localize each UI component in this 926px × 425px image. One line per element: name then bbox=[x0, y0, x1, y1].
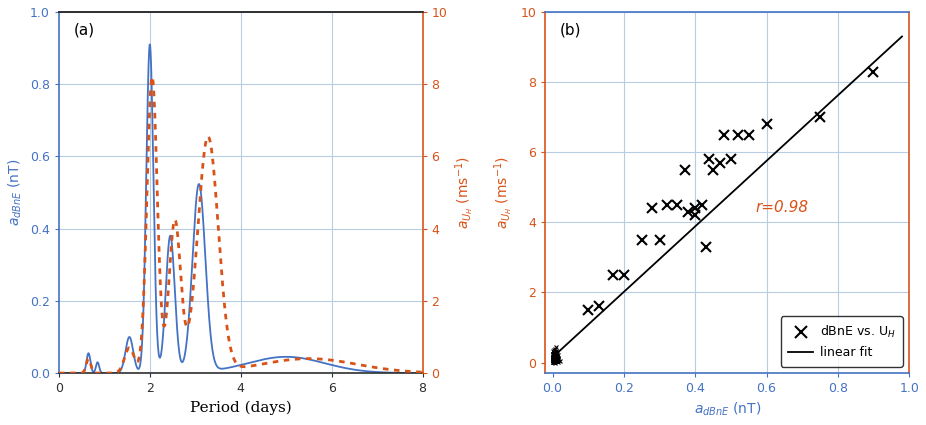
Y-axis label: $a_{dBnE}$ (nT): $a_{dBnE}$ (nT) bbox=[6, 159, 24, 226]
X-axis label: $a_{dBnE}$ (nT): $a_{dBnE}$ (nT) bbox=[694, 401, 761, 418]
X-axis label: Period (days): Period (days) bbox=[190, 401, 292, 415]
Y-axis label: $a_{U_H}$ (ms$^{-1}$): $a_{U_H}$ (ms$^{-1}$) bbox=[453, 156, 476, 229]
Legend: dBnE vs. U$_H$, linear fit: dBnE vs. U$_H$, linear fit bbox=[781, 317, 903, 367]
Text: r=0.98: r=0.98 bbox=[756, 200, 809, 215]
Text: (a): (a) bbox=[73, 23, 94, 38]
Y-axis label: $a_{U_H}$ (ms$^{-1}$): $a_{U_H}$ (ms$^{-1}$) bbox=[493, 156, 515, 229]
Text: (b): (b) bbox=[560, 23, 582, 38]
